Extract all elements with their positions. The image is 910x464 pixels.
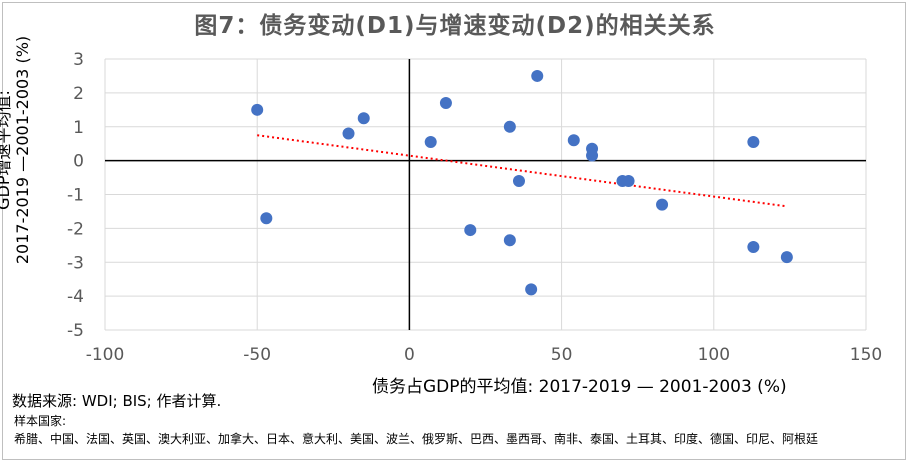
data-point (747, 241, 760, 254)
x-tick-label: -50 (243, 345, 271, 365)
data-point (747, 135, 760, 148)
axes (105, 59, 866, 330)
chart-title: 图7：债务变动(D1)与增速变动(D2)的相关关系 (194, 13, 716, 39)
x-tick-label: 0 (404, 345, 415, 365)
sample-countries-title: 样本国家: (14, 414, 67, 428)
data-point (439, 97, 452, 110)
data-point (586, 149, 599, 162)
data-point (656, 198, 669, 211)
grid-lines (104, 58, 867, 331)
x-tick-label: 50 (551, 345, 573, 365)
x-tick-label: -100 (86, 345, 125, 365)
data-point (260, 212, 273, 225)
data-point (503, 120, 516, 133)
y-tick-label: -3 (67, 253, 84, 273)
data-point (780, 251, 793, 264)
y-tick-label: 3 (73, 50, 84, 70)
data-point (512, 174, 525, 187)
y-tick-labels: 3 2 1 0 -1 -2 -3 -4 -5 (67, 50, 84, 341)
data-point (531, 69, 544, 82)
y-axis-label-line: GDP增速平均值: (0, 90, 13, 210)
trendline (257, 134, 787, 208)
x-axis-label: 债务占GDP的平均值: 2017-2019 — 2001-2003 (%) (372, 377, 787, 397)
points-group (251, 69, 793, 296)
y-tick-label: -1 (67, 186, 84, 206)
data-point (503, 234, 516, 247)
data-point (357, 112, 370, 125)
sample-countries-list: 希腊、中国、法国、英国、澳大利亚、加拿大、日本、意大利、美国、波兰、俄罗斯、巴西… (14, 432, 819, 446)
data-point (464, 224, 477, 237)
data-point (622, 174, 635, 187)
trendline-group (257, 134, 787, 208)
y-axis-label-line: 2017-2019 —2001-2003 (%) (13, 35, 32, 265)
y-tick-label: 1 (73, 118, 84, 138)
source-note: 数据来源: WDI; BIS; 作者计算. (12, 392, 222, 410)
data-point (424, 135, 437, 148)
y-tick-label: 2 (73, 84, 84, 104)
y-tick-label: -4 (67, 287, 84, 307)
y-tick-label: -5 (67, 321, 84, 341)
y-tick-label: -2 (67, 219, 84, 239)
x-tick-label: 150 (850, 345, 882, 365)
data-point (525, 283, 538, 296)
y-axis-label: GDP增速平均值: 2017-2019 —2001-2003 (%) (0, 0, 34, 300)
x-tick-labels: -100 -50 0 50 100 150 (86, 345, 883, 365)
y-tick-label: 0 (73, 152, 84, 172)
data-point (251, 103, 264, 116)
data-point (567, 134, 580, 147)
data-point (342, 127, 355, 140)
x-tick-label: 100 (698, 345, 730, 365)
